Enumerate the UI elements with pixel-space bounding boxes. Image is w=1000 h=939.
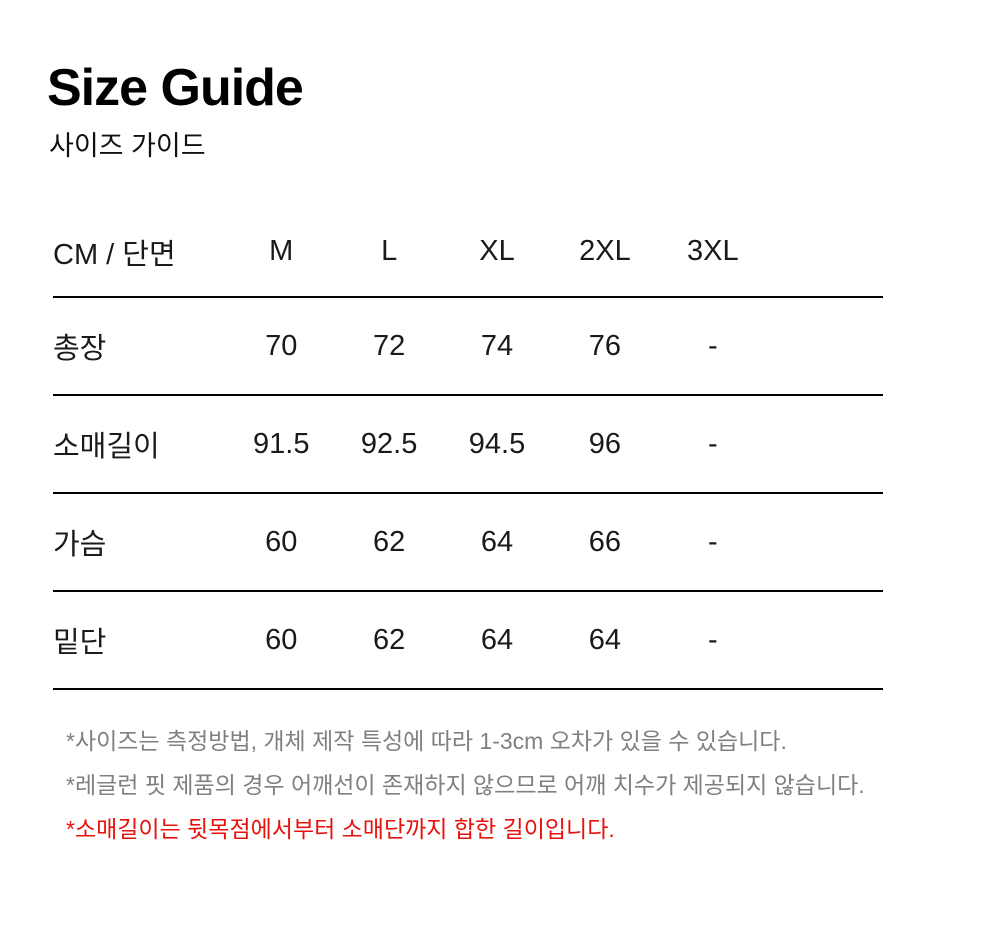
table-cell: 76 xyxy=(550,297,659,397)
row-label: 총장 xyxy=(53,297,228,397)
size-table: CM / 단면 M L XL 2XL 3XL 총장 70 72 74 76 - … xyxy=(53,207,883,691)
table-cell: 94.5 xyxy=(443,395,551,495)
column-header-l: L xyxy=(335,207,444,299)
table-row-hem: 밑단 60 62 64 64 - xyxy=(53,591,883,691)
table-cell-filler xyxy=(766,297,883,397)
table-cell: 74 xyxy=(443,297,551,397)
table-cell: - xyxy=(658,395,767,495)
table-cell-filler xyxy=(766,591,883,691)
row-label: 소매길이 xyxy=(53,395,228,495)
table-cell: - xyxy=(658,297,767,397)
table-cell: - xyxy=(658,591,767,691)
table-cell: 64 xyxy=(443,493,551,593)
table-header-row: CM / 단면 M L XL 2XL 3XL xyxy=(53,207,883,299)
page-title: Size Guide xyxy=(47,59,304,117)
table-cell: 66 xyxy=(550,493,659,593)
column-header-unit: CM / 단면 xyxy=(53,207,228,299)
table-cell: 64 xyxy=(443,591,551,691)
note-sleeve-measure: *소매길이는 뒷목점에서부터 소매단까지 합한 길이입니다. xyxy=(66,816,615,843)
table-cell: 91.5 xyxy=(227,395,336,495)
note-size-tolerance: *사이즈는 측정방법, 개체 제작 특성에 따라 1-3cm 오차가 있을 수 … xyxy=(66,728,787,755)
column-header-m: M xyxy=(227,207,336,299)
table-cell: 62 xyxy=(335,493,444,593)
table-cell: 62 xyxy=(335,591,444,691)
table-cell-filler xyxy=(766,395,883,495)
table-cell: 96 xyxy=(550,395,659,495)
column-header-filler xyxy=(766,207,883,299)
table-row-total-length: 총장 70 72 74 76 - xyxy=(53,297,883,397)
table-row-chest: 가슴 60 62 64 66 - xyxy=(53,493,883,593)
table-cell: 64 xyxy=(550,591,659,691)
footnotes: *사이즈는 측정방법, 개체 제작 특성에 따라 1-3cm 오차가 있을 수 … xyxy=(66,726,1000,844)
table-cell-filler xyxy=(766,493,883,593)
page-subtitle: 사이즈 가이드 xyxy=(49,131,206,161)
row-label: 밑단 xyxy=(53,591,228,691)
row-label: 가슴 xyxy=(53,493,228,593)
table-cell: 70 xyxy=(227,297,336,397)
note-raglan-fit: *레글런 핏 제품의 경우 어깨선이 존재하지 않으므로 어깨 치수가 제공되지… xyxy=(66,772,865,799)
column-header-2xl: 2XL xyxy=(550,207,659,299)
table-cell: 72 xyxy=(335,297,444,397)
table-cell: 60 xyxy=(227,493,336,593)
table-cell: 92.5 xyxy=(335,395,444,495)
column-header-xl: XL xyxy=(443,207,551,299)
table-row-sleeve-length: 소매길이 91.5 92.5 94.5 96 - xyxy=(53,395,883,495)
table-cell: 60 xyxy=(227,591,336,691)
table-cell: - xyxy=(658,493,767,593)
column-header-3xl: 3XL xyxy=(658,207,767,299)
